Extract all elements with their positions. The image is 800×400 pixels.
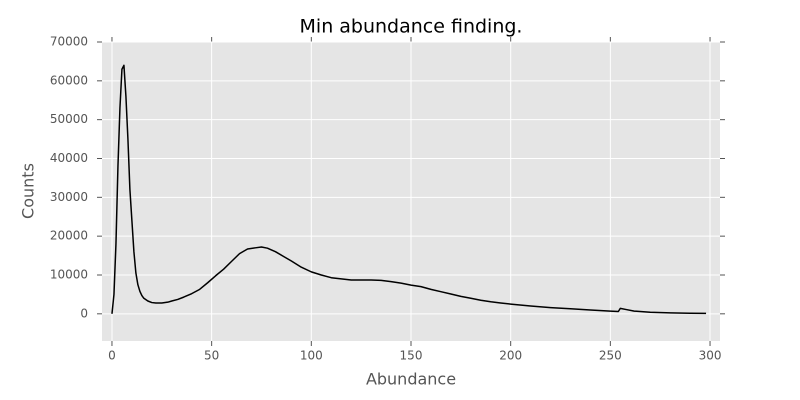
x-tick-label: 150 [400, 349, 423, 363]
data-line [111, 64, 707, 315]
x-axis-label: Abundance [366, 370, 456, 389]
y-tick-label: 0 [80, 306, 88, 320]
y-tick-label: 10000 [50, 267, 88, 281]
x-tick-label: 250 [599, 349, 622, 363]
x-tick-label: 300 [699, 349, 722, 363]
y-tick-label: 60000 [50, 73, 88, 87]
y-tick-label: 70000 [50, 35, 88, 49]
x-tick-label: 50 [204, 349, 219, 363]
y-tick-label: 50000 [50, 112, 88, 126]
x-tick-label: 0 [108, 349, 116, 363]
y-tick-label: 40000 [50, 151, 88, 165]
chart-title: Min abundance finding. [300, 16, 523, 38]
y-tick-label: 20000 [50, 229, 88, 243]
x-tick-label: 100 [300, 349, 323, 363]
y-tick-label: 30000 [50, 190, 88, 204]
x-tick-label: 200 [499, 349, 522, 363]
y-axis-label: Counts [19, 163, 38, 219]
